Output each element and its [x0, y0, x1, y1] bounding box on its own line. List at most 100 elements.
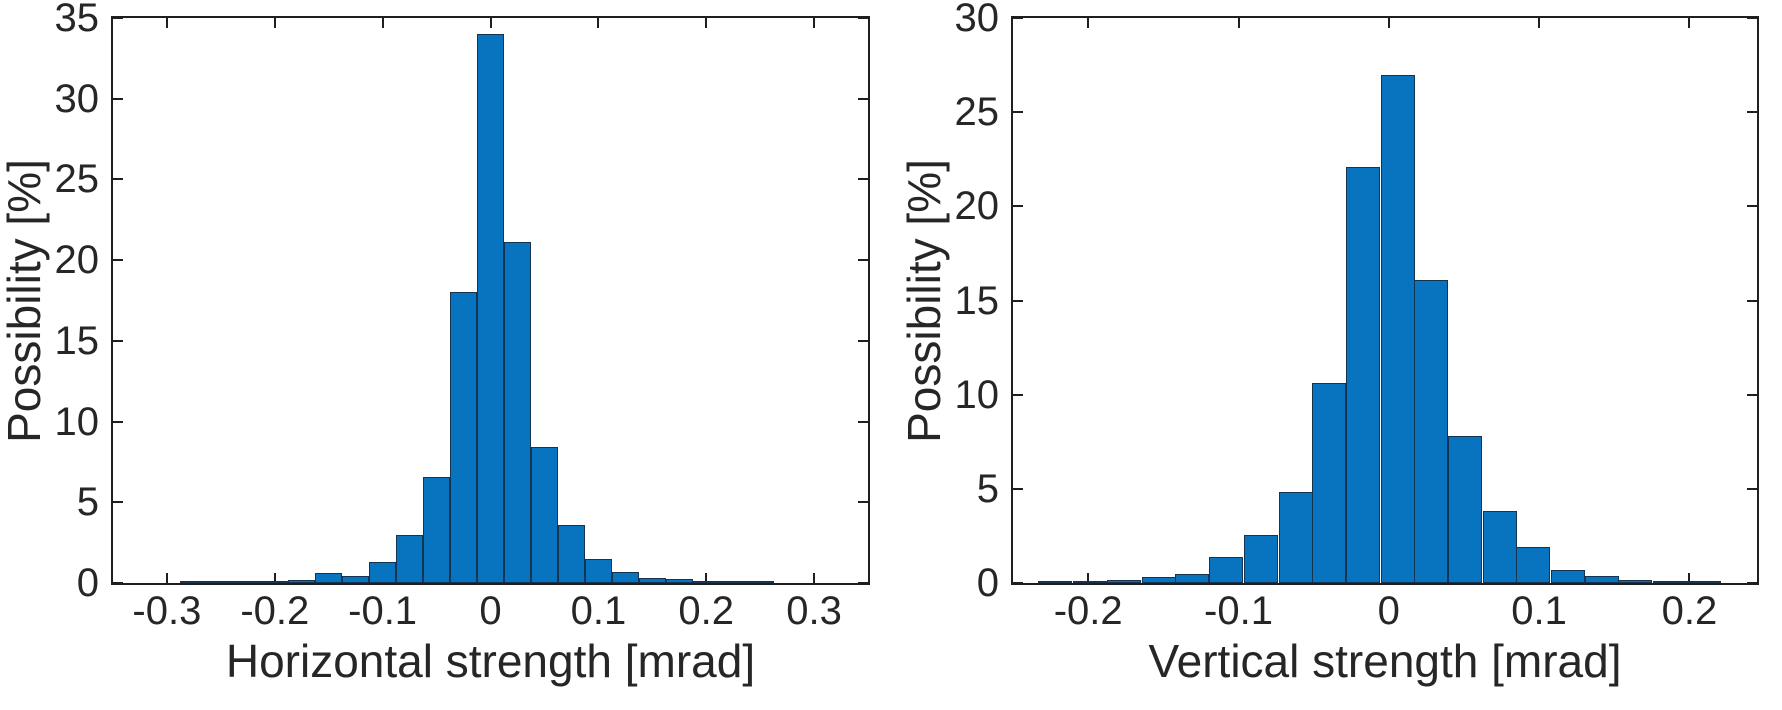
histogram-bar: [477, 34, 504, 583]
histogram-bar: [530, 447, 558, 583]
x-tick-mark: [1087, 18, 1090, 28]
histogram-bar: [207, 581, 235, 583]
histogram-bar: [638, 578, 666, 583]
y-tick-mark: [858, 582, 868, 584]
x-tick-mark: [1237, 18, 1240, 28]
histogram-bar: [746, 581, 774, 583]
y-tick-label: 10: [954, 372, 1000, 417]
x-tick-label: 0.2: [1661, 589, 1718, 633]
histogram-bar: [288, 579, 316, 583]
x-axis-label-horizontal: Horizontal strength [mrad]: [225, 635, 756, 687]
y-tick-label: 10: [54, 399, 100, 444]
y-tick-mark: [113, 582, 123, 584]
x-tick-label: 0: [1377, 589, 1400, 633]
x-tick-mark: [1688, 573, 1691, 583]
histogram-bar: [234, 581, 262, 583]
histogram-bar: [369, 562, 397, 583]
histogram-bar: [261, 581, 289, 583]
y-tick-mark: [858, 17, 868, 19]
y-tick-label: 25: [954, 90, 1000, 135]
x-tick-label: 0.3: [786, 589, 842, 633]
x-tick-label: -0.1: [1204, 589, 1273, 633]
y-tick-label: 0: [76, 561, 99, 605]
y-tick-label: 25: [54, 157, 100, 202]
y-tick-label: 20: [954, 184, 1000, 229]
histogram-bar: [450, 292, 478, 583]
histogram-bar: [719, 581, 747, 583]
x-tick-label: 0: [479, 589, 502, 633]
histogram-bar: [315, 573, 343, 583]
y-tick-mark: [1013, 299, 1023, 302]
x-tick-label: -0.2: [1053, 589, 1123, 633]
y-tick-mark: [858, 420, 868, 423]
histogram-bar: [692, 581, 720, 583]
x-tick-mark: [1387, 18, 1390, 28]
y-tick-mark: [113, 420, 123, 423]
histogram-bar: [1038, 581, 1073, 583]
x-tick-mark: [273, 18, 276, 28]
y-tick-mark: [858, 259, 868, 262]
x-tick-mark: [1087, 573, 1090, 583]
histogram-bar: [396, 534, 424, 583]
x-tick-mark: [813, 573, 816, 583]
plot-area-horizontal: [111, 16, 870, 585]
y-tick-mark: [1747, 299, 1757, 302]
histogram-bar: [1311, 383, 1346, 583]
x-tick-mark: [705, 573, 708, 583]
y-tick-mark: [1747, 17, 1757, 19]
plot-area-vertical: [1011, 16, 1759, 585]
histogram-bar: [1346, 166, 1381, 583]
histogram-bar: [1380, 74, 1415, 583]
y-tick-mark: [1013, 17, 1023, 19]
y-tick-mark: [858, 339, 868, 342]
x-axis-label-vertical: Vertical strength [mrad]: [1148, 635, 1622, 687]
histogram-bar: [1482, 511, 1517, 583]
x-tick-label: -0.3: [132, 589, 202, 633]
y-tick-label: 20: [54, 238, 100, 283]
y-tick-mark: [113, 501, 123, 504]
histogram-bar: [342, 575, 370, 583]
y-tick-label: 5: [76, 480, 99, 525]
y-tick-mark: [858, 97, 868, 100]
x-tick-label: 0.1: [570, 589, 627, 633]
histogram-bar: [1141, 577, 1176, 583]
y-tick-mark: [1013, 205, 1023, 208]
y-tick-mark: [113, 97, 123, 100]
histogram-bar: [1174, 573, 1209, 583]
histogram-bar: [1652, 581, 1687, 583]
histogram-bar: [1243, 535, 1278, 583]
x-tick-mark: [489, 18, 492, 28]
histogram-bar: [423, 476, 451, 583]
y-tick-label: 30: [954, 0, 1000, 40]
x-tick-mark: [813, 18, 816, 28]
histogram-bar: [1687, 581, 1722, 583]
y-tick-mark: [858, 178, 868, 181]
x-tick-label: 0.2: [678, 589, 734, 633]
x-tick-mark: [1688, 18, 1691, 28]
x-tick-label: -0.2: [240, 589, 310, 633]
x-tick-mark: [273, 573, 276, 583]
y-tick-label: 35: [54, 0, 100, 40]
histogram-bar: [1550, 569, 1585, 583]
x-tick-label: -0.1: [348, 589, 418, 633]
x-tick-mark: [1538, 18, 1541, 28]
histogram-bar: [1448, 436, 1483, 583]
y-tick-mark: [1747, 582, 1757, 584]
histogram-bar: [1107, 580, 1142, 583]
x-tick-mark: [381, 18, 384, 28]
x-tick-mark: [705, 18, 708, 28]
histogram-bar: [180, 581, 208, 583]
y-tick-mark: [1013, 582, 1023, 584]
y-tick-label: 0: [976, 561, 999, 605]
histogram-bar: [1413, 279, 1448, 583]
y-tick-mark: [1013, 111, 1023, 114]
y-tick-mark: [1013, 393, 1023, 396]
x-tick-mark: [597, 18, 600, 28]
y-tick-mark: [1747, 205, 1757, 208]
y-tick-mark: [858, 501, 868, 504]
y-tick-label: 5: [976, 466, 999, 511]
y-tick-mark: [113, 17, 123, 19]
y-tick-mark: [1747, 111, 1757, 114]
histogram-bar: [557, 524, 585, 583]
